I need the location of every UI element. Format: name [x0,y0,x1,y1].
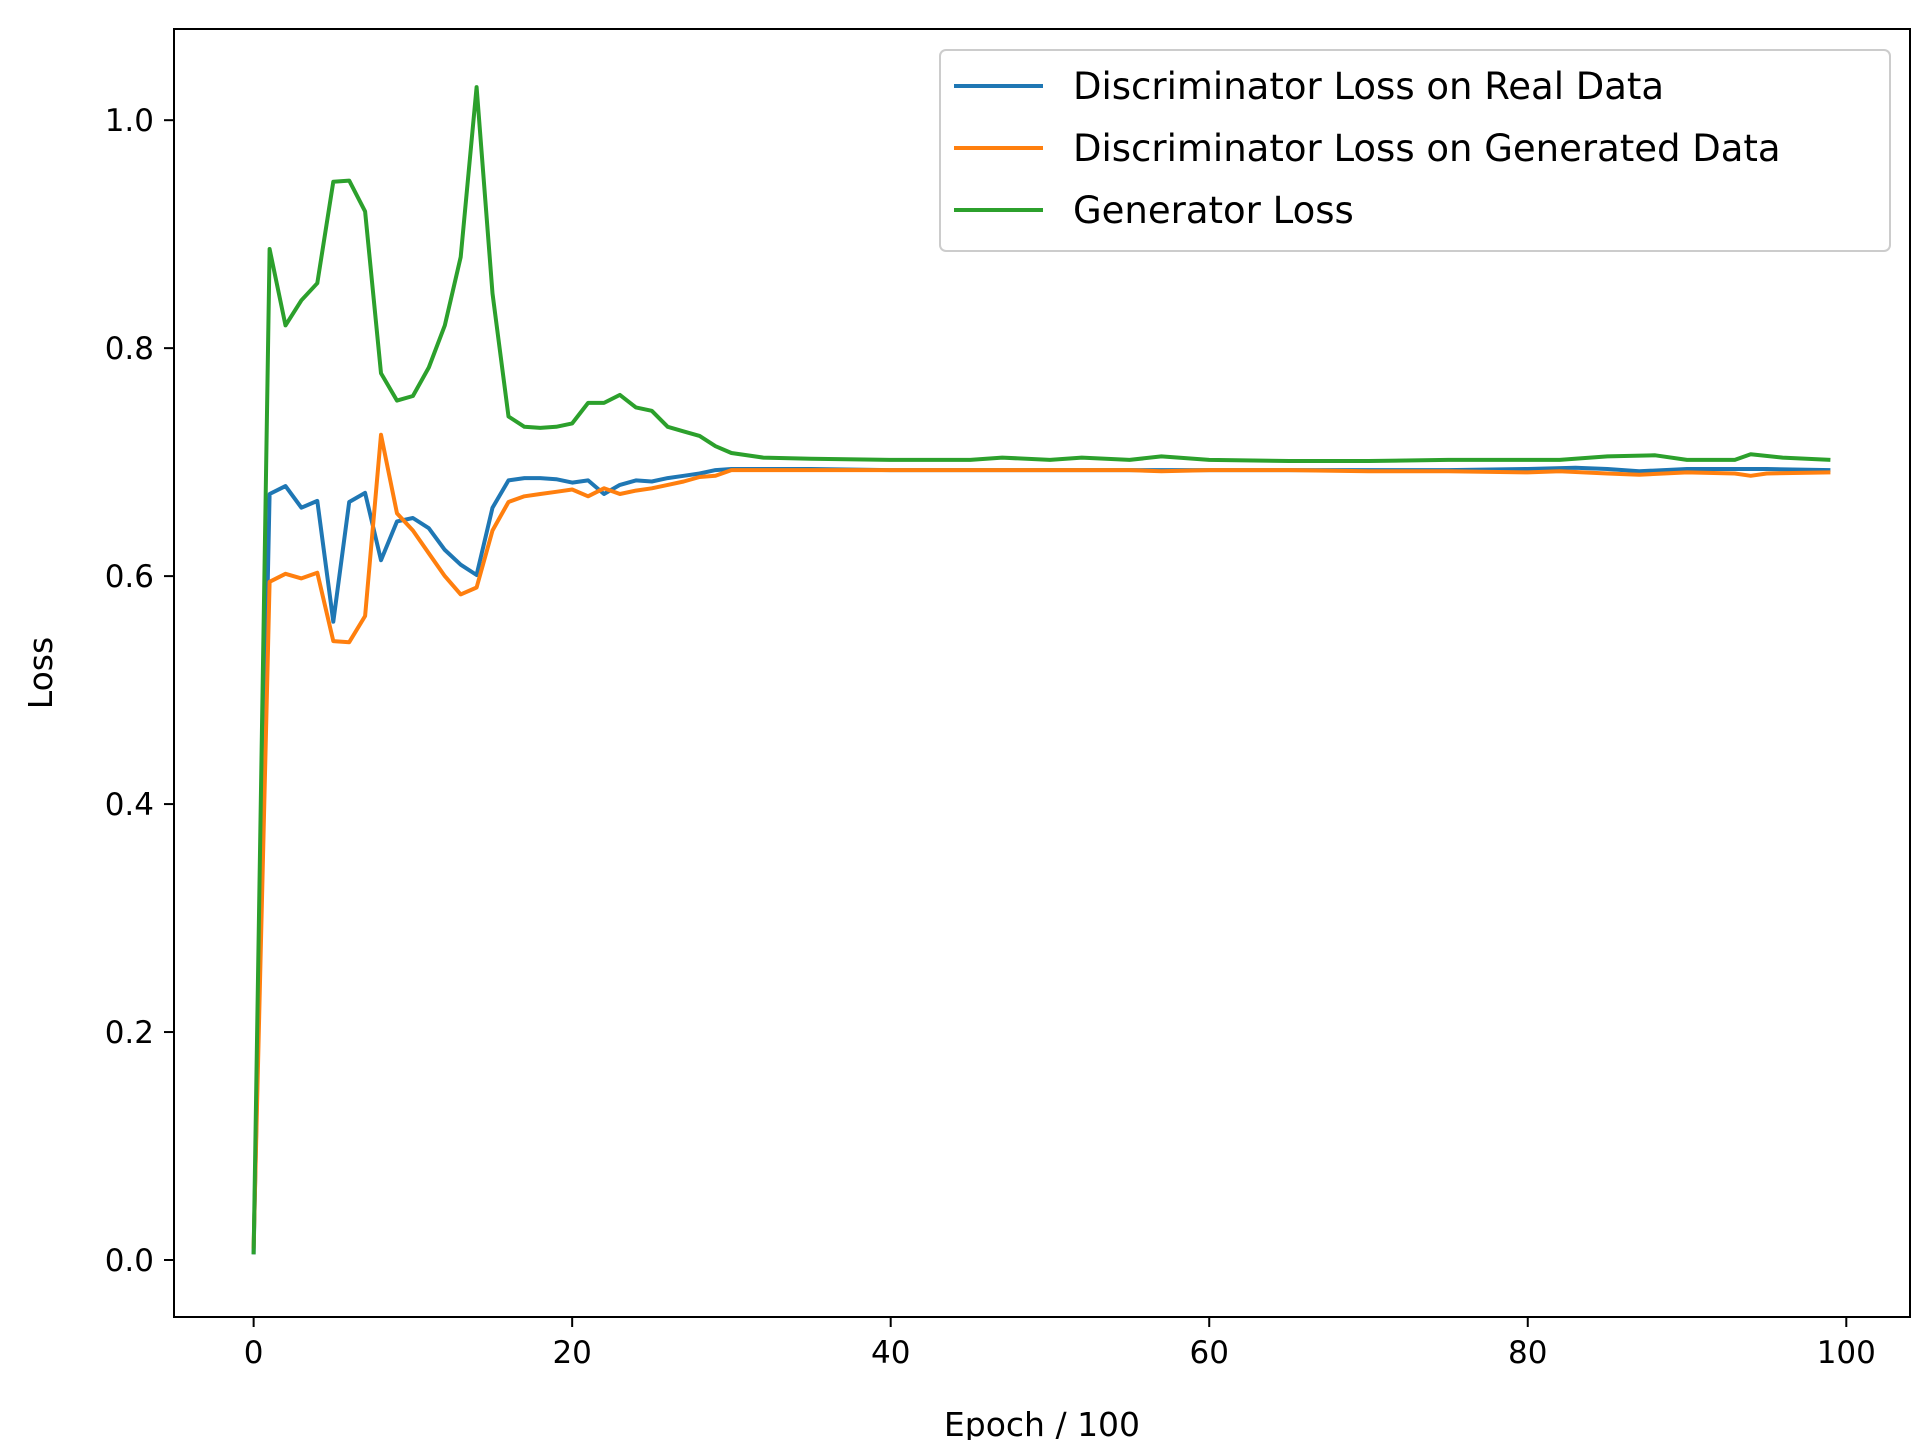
x-tick-label: 40 [871,1335,910,1371]
x-tick-label: 0 [244,1335,264,1371]
legend-box [939,49,1891,252]
x-axis-label: Epoch / 100 [944,1405,1140,1440]
legend-label-generated: Discriminator Loss on Generated Data [1073,127,1781,170]
y-tick-label: 0.2 [105,1015,154,1051]
series-line-1 [251,432,1831,1249]
y-tick-label: 0.0 [105,1243,154,1279]
legend: Discriminator Loss on Real Data Discrimi… [939,49,1891,252]
x-tick-label: 80 [1508,1335,1547,1371]
y-axis-label: Loss [21,637,60,709]
plot-frame [173,28,1911,1318]
y-tick-label: 0.8 [105,331,154,367]
series-line-2 [251,85,1831,1255]
y-tick-label: 1.0 [105,103,154,139]
legend-label-generator: Generator Loss [1073,189,1354,232]
legend-label-real: Discriminator Loss on Real Data [1073,65,1664,108]
series-layer [251,85,1831,1255]
y-axis-ticks: 0.0 0.2 0.4 0.6 0.8 1.0 [105,103,174,1279]
x-tick-label: 100 [1817,1335,1876,1371]
x-tick-label: 20 [552,1335,591,1371]
y-tick-label: 0.4 [105,787,154,823]
x-axis-ticks: 0 20 40 60 80 100 [244,1317,1876,1371]
y-tick-label: 0.6 [105,559,154,595]
x-tick-label: 60 [1190,1335,1229,1371]
